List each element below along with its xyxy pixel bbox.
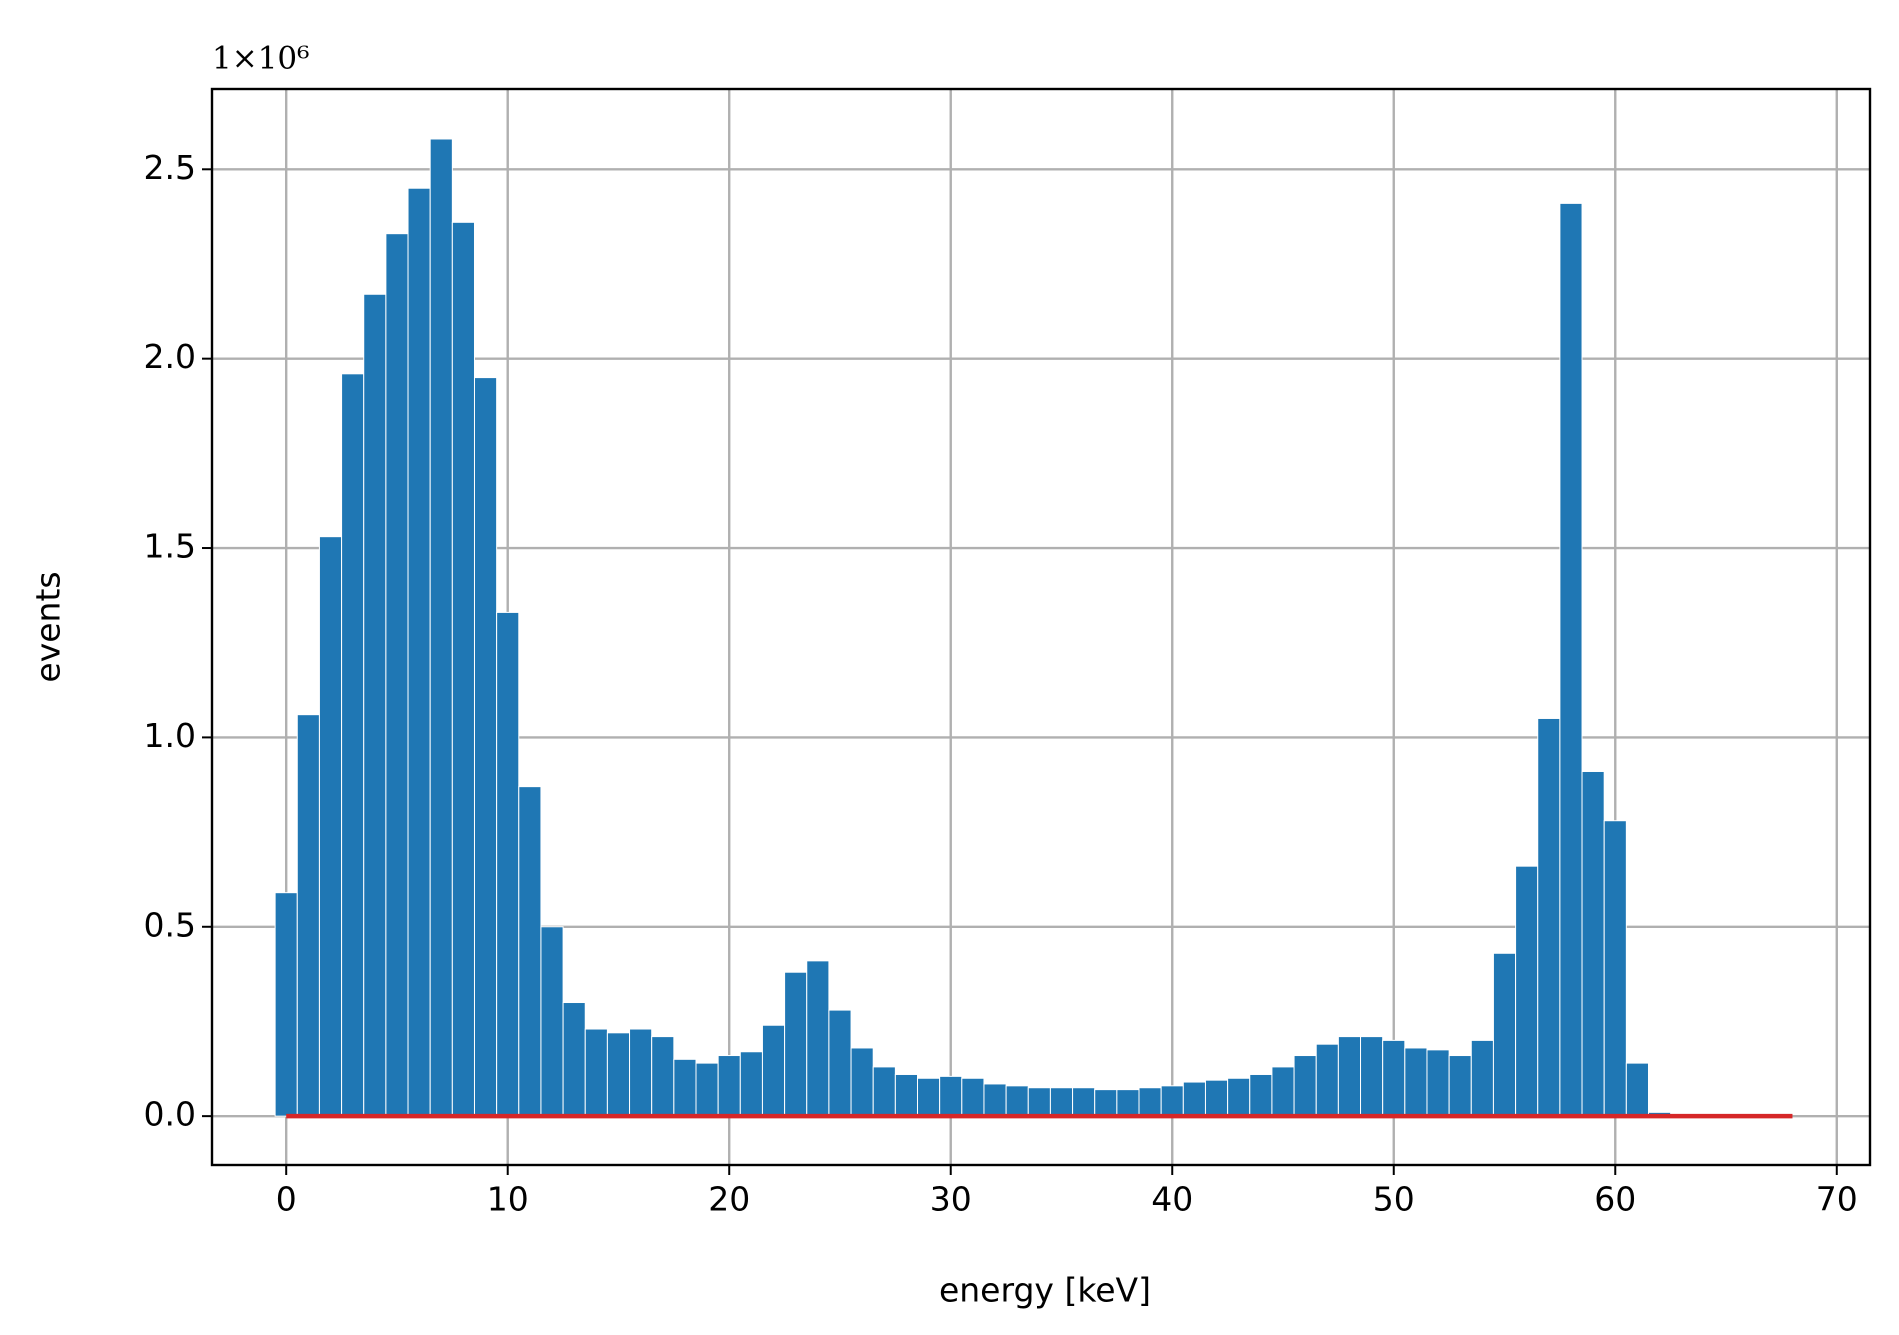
bar (562, 1002, 586, 1117)
bar (1448, 1055, 1472, 1117)
bar (451, 221, 475, 1117)
bar (1470, 1039, 1494, 1117)
bar (1249, 1073, 1273, 1117)
bar (296, 714, 320, 1117)
bar (1116, 1089, 1140, 1117)
bar (1204, 1079, 1229, 1117)
y-tick-label: 2.5 (144, 148, 196, 187)
x-tick-label: 60 (1594, 1180, 1636, 1219)
bar (1625, 1062, 1649, 1117)
bar (629, 1028, 653, 1117)
bar (1382, 1039, 1406, 1117)
bar (606, 1032, 631, 1117)
bar (917, 1077, 941, 1117)
bar (584, 1028, 608, 1117)
bar (651, 1036, 675, 1117)
x-tick-label: 30 (930, 1180, 972, 1219)
bar (1337, 1036, 1362, 1117)
bar (806, 960, 830, 1117)
y-tick-label: 0.5 (144, 905, 196, 944)
bar (385, 233, 409, 1117)
bar (1049, 1087, 1074, 1117)
y-tick-label: 1.5 (144, 527, 196, 566)
bar (473, 377, 498, 1117)
y-tick-label: 0.0 (144, 1095, 196, 1134)
bar (1160, 1085, 1184, 1117)
bar (1005, 1085, 1029, 1117)
bar (1603, 820, 1627, 1117)
bar (274, 892, 298, 1117)
bar (1182, 1081, 1206, 1117)
plot-frame (210, 87, 1872, 1167)
bar (961, 1077, 985, 1117)
x-tick-label: 0 (276, 1180, 297, 1219)
bar (1360, 1036, 1384, 1117)
bar (717, 1055, 741, 1117)
bar (695, 1062, 719, 1117)
bar (1227, 1077, 1251, 1117)
x-axis-label: energy [keV] (939, 1271, 1151, 1310)
x-tick-label: 10 (487, 1180, 529, 1219)
x-tick-label: 50 (1373, 1180, 1415, 1219)
bar (1426, 1049, 1450, 1117)
bar (939, 1075, 963, 1117)
y-tick-label: 1.0 (144, 716, 196, 755)
bar (850, 1047, 874, 1117)
bar (1094, 1089, 1118, 1117)
bar (318, 536, 343, 1117)
bar (872, 1066, 896, 1117)
bar (429, 138, 453, 1117)
bar (1315, 1043, 1339, 1117)
bar (1138, 1087, 1162, 1117)
bar (739, 1051, 763, 1117)
bar (1559, 202, 1583, 1117)
x-tick-label: 70 (1816, 1180, 1858, 1219)
bar (1492, 952, 1517, 1117)
bar (1293, 1055, 1317, 1117)
bar (518, 786, 542, 1117)
bar (828, 1009, 852, 1117)
bar (496, 611, 520, 1117)
bar (894, 1073, 919, 1117)
y-tick-label: 2.0 (144, 337, 196, 376)
bar (761, 1024, 786, 1117)
bar (983, 1083, 1007, 1117)
x-tick-label: 40 (1151, 1180, 1193, 1219)
bar (1537, 717, 1561, 1117)
bar (1515, 865, 1539, 1117)
bar (407, 187, 431, 1117)
bar (1027, 1087, 1051, 1117)
x-tick-label: 20 (708, 1180, 750, 1219)
bar (1404, 1047, 1428, 1117)
bar (341, 373, 365, 1117)
bar (1072, 1087, 1096, 1117)
bar (673, 1058, 697, 1117)
bar (363, 293, 387, 1117)
y-axis-label: events (29, 571, 68, 682)
y-offset-label: 1×10⁶ (212, 41, 310, 77)
bar (540, 926, 564, 1117)
bar (1271, 1066, 1295, 1117)
bar (1581, 770, 1605, 1117)
bar (784, 971, 808, 1117)
